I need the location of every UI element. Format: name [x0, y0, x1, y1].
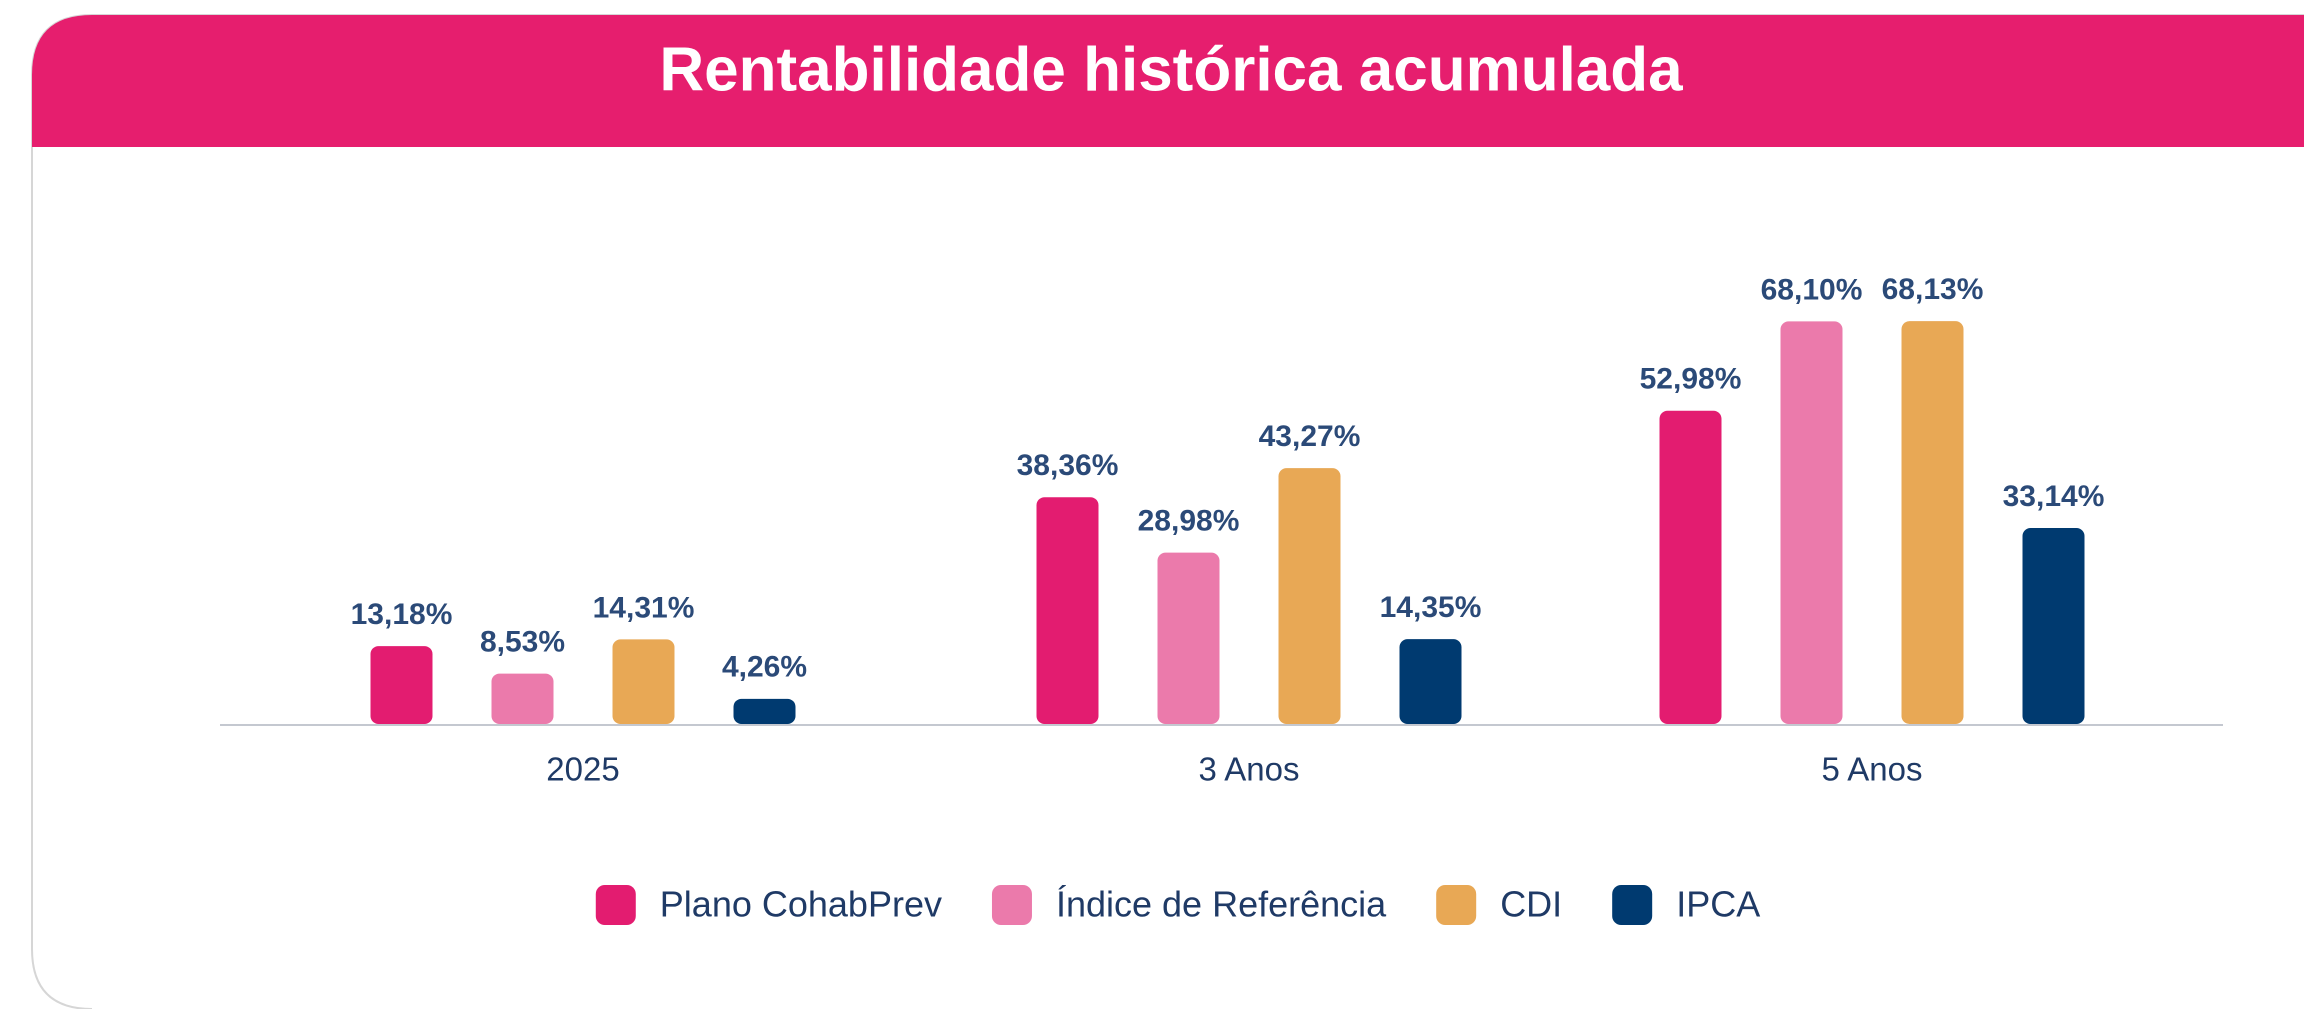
x-tick-label: 5 Anos: [1822, 751, 1923, 788]
value-label: 68,10%: [1761, 273, 1863, 306]
value-label: 68,13%: [1882, 273, 1984, 306]
value-label: 8,53%: [480, 625, 565, 658]
chart-title: Rentabilidade histórica acumulada: [659, 35, 1683, 104]
header-band: [32, 15, 2304, 147]
legend-swatch: [595, 885, 636, 925]
value-label: 14,35%: [1380, 591, 1482, 624]
bar: [733, 698, 796, 724]
bar: [1780, 321, 1843, 724]
value-label: 43,27%: [1259, 420, 1361, 453]
legend-swatch: [1436, 885, 1477, 925]
bar: [1659, 410, 1722, 724]
value-label: 38,36%: [1017, 449, 1119, 482]
legend-label: Índice de Referência: [1056, 884, 1387, 925]
value-label: 28,98%: [1138, 505, 1240, 538]
bar: [1901, 321, 1964, 724]
bar: [370, 646, 433, 724]
x-tick-label: 2025: [546, 751, 619, 788]
value-label: 4,26%: [722, 651, 807, 684]
bar: [1278, 468, 1341, 724]
bar: [2022, 528, 2085, 724]
x-tick-label: 3 Anos: [1199, 751, 1300, 788]
bar: [1399, 639, 1462, 724]
bar: [1036, 497, 1099, 724]
value-label: 52,98%: [1640, 363, 1742, 396]
value-label: 33,14%: [2003, 480, 2105, 513]
bar: [612, 639, 675, 724]
bar: [491, 673, 554, 724]
legend-swatch: [1612, 885, 1653, 925]
legend-label: Plano CohabPrev: [660, 884, 942, 925]
bar: [1157, 552, 1220, 724]
value-label: 13,18%: [351, 598, 453, 631]
legend-swatch: [991, 885, 1032, 925]
value-label: 14,31%: [593, 591, 695, 624]
legend-label: CDI: [1500, 884, 1562, 925]
legend-label: IPCA: [1676, 884, 1760, 925]
